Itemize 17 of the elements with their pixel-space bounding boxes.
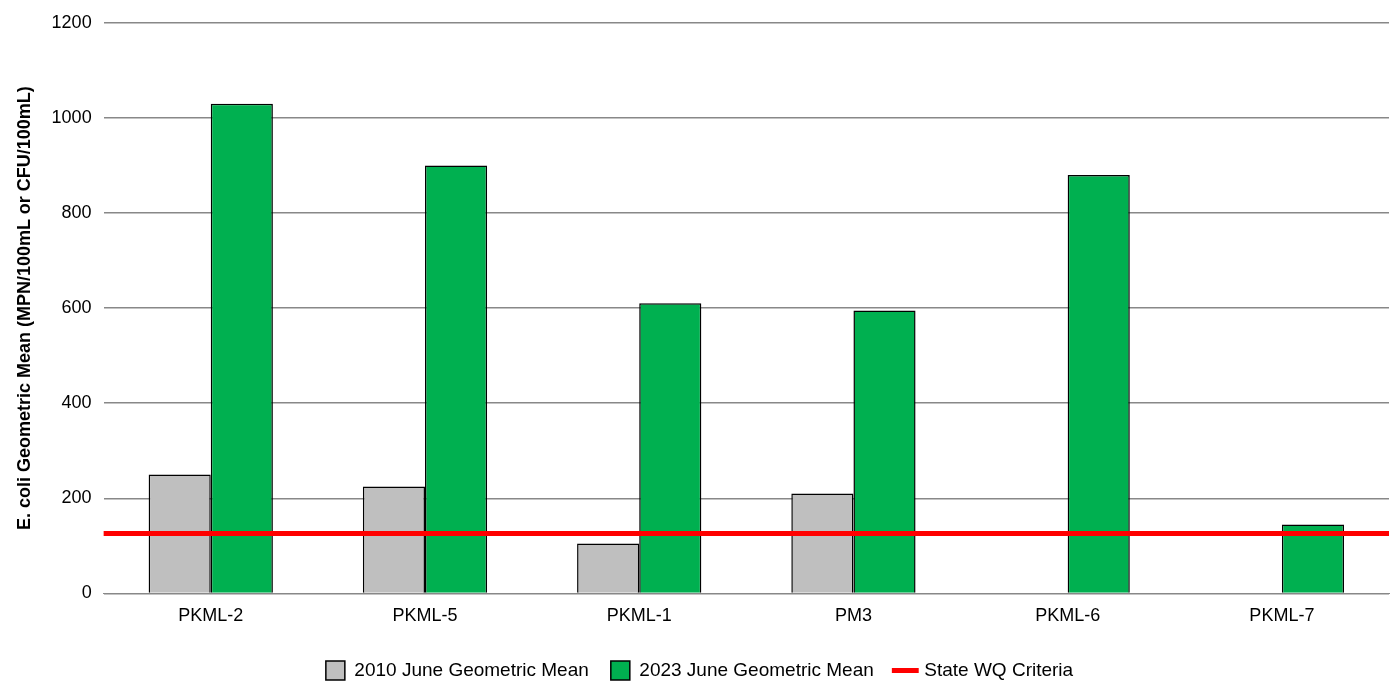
x-tick-label: PKML-5 bbox=[392, 605, 458, 626]
y-tick-label: 400 bbox=[61, 392, 92, 413]
y-tick-label: 600 bbox=[61, 297, 92, 318]
y-tick-label: 0 bbox=[81, 582, 92, 603]
y-tick-label: 1200 bbox=[51, 11, 92, 32]
y-tick-label: 200 bbox=[61, 487, 92, 508]
x-tick-label: PKML-6 bbox=[1035, 605, 1101, 626]
x-tick-label: PM3 bbox=[834, 605, 872, 626]
legend-label: 2010 June Geometric Mean bbox=[354, 658, 589, 680]
x-tick-label: PKML-7 bbox=[1249, 605, 1315, 626]
y-tick-label: 1000 bbox=[51, 106, 92, 127]
y-axis-title: E. coli Geometric Mean (MPN/100mL or CFU/100mL) bbox=[13, 86, 34, 530]
legend-label: 2023 June Geometric Mean bbox=[639, 658, 874, 680]
legend-label: State WQ Criteria bbox=[924, 658, 1074, 680]
y-tick-label: 800 bbox=[61, 201, 92, 222]
x-tick-label: PKML-2 bbox=[178, 605, 244, 626]
x-tick-label: PKML-1 bbox=[606, 605, 672, 626]
